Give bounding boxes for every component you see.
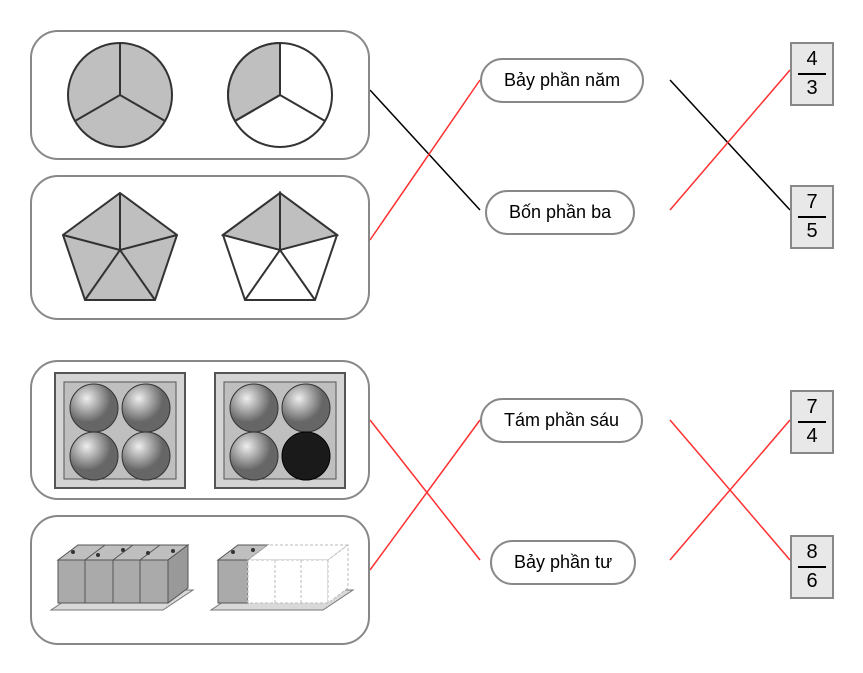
balls-full-icon [50,368,190,493]
cake-full-icon [43,525,198,635]
shape-cakes [30,515,370,645]
label-bay-phan-tu: Bảy phần tư [490,540,636,585]
fraction-num: 8 [798,541,826,568]
fraction-den: 6 [792,568,832,593]
shape-balls [30,360,370,500]
diagram-container: Bảy phần năm Bốn phần ba Tám phần sáu Bả… [20,20,843,653]
fraction-num: 7 [798,396,826,423]
fraction-den: 5 [792,218,832,243]
fraction-den: 3 [792,75,832,100]
fraction-4-3: 4 3 [790,42,834,106]
fraction-8-6: 8 6 [790,535,834,599]
label-bon-phan-ba: Bốn phần ba [485,190,635,235]
circle-full-icon [60,35,180,155]
shape-circles [30,30,370,160]
shape-pentagons [30,175,370,320]
label-tam-phan-sau: Tám phần sáu [480,398,643,443]
label-bay-phan-nam: Bảy phần năm [480,58,644,103]
fraction-7-4: 7 4 [790,390,834,454]
pentagon-full-icon [55,185,185,310]
fraction-num: 7 [798,191,826,218]
pentagon-part-icon [215,185,345,310]
fraction-7-5: 7 5 [790,185,834,249]
circle-third-icon [220,35,340,155]
balls-part-icon [210,368,350,493]
fraction-num: 4 [798,48,826,75]
fraction-den: 4 [792,423,832,448]
cake-part-icon [203,525,358,635]
